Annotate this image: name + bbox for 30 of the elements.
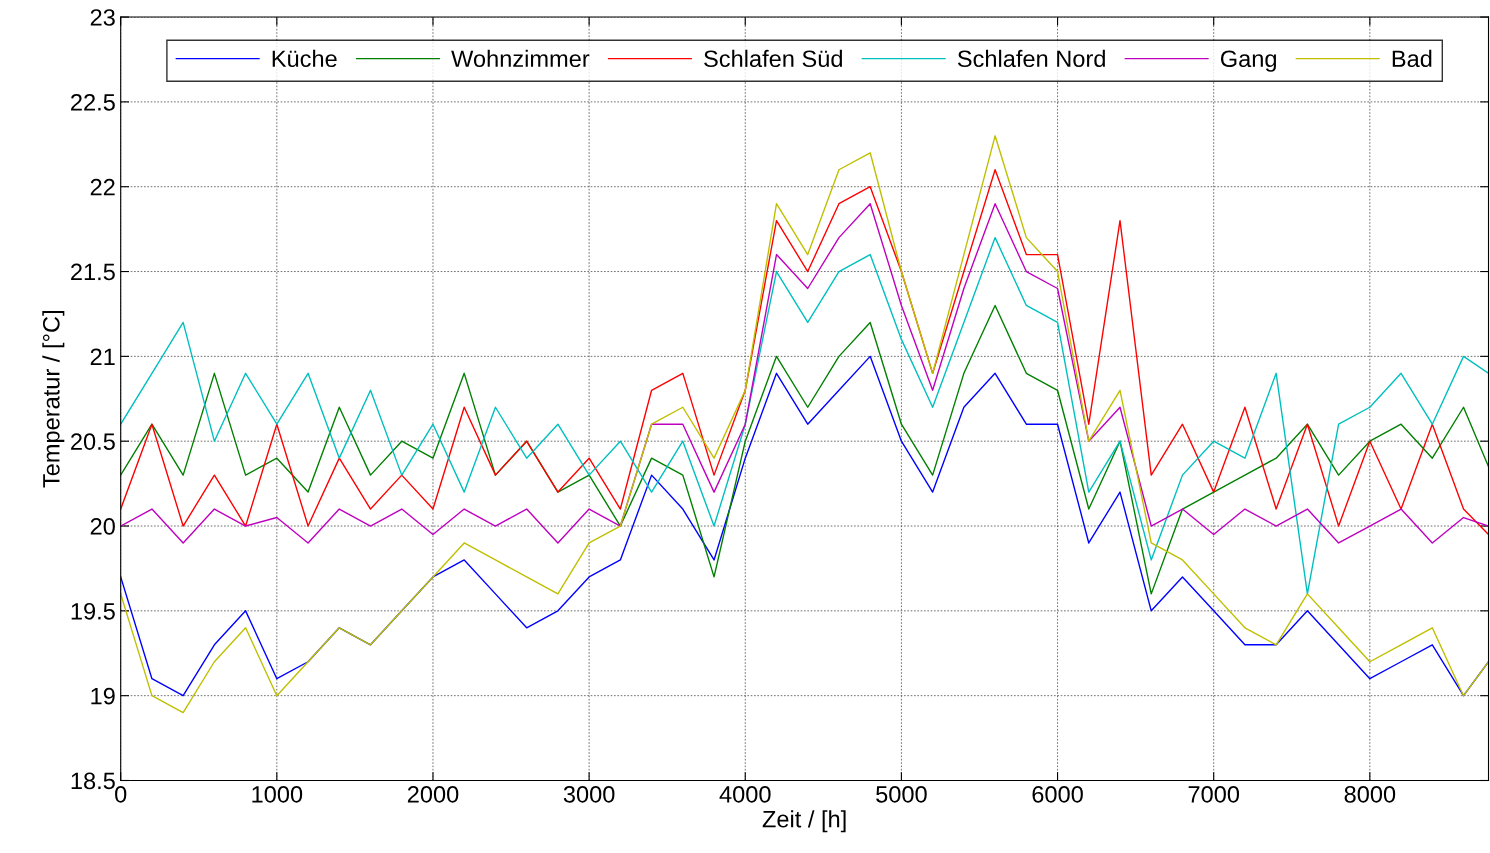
y-tick-label: 21 <box>90 348 115 365</box>
legend-label: Bad <box>1392 49 1432 68</box>
line-series <box>120 135 1489 714</box>
line-series <box>120 304 1489 595</box>
x-tick-label: 8000 <box>1344 785 1396 803</box>
y-tick-label: 19.5 <box>71 602 115 620</box>
x-tick-label: 1000 <box>252 785 303 803</box>
y-axis-title: Temperatur / [°C] <box>42 311 65 488</box>
line-series <box>120 236 1489 595</box>
x-tick-label: 3000 <box>563 785 615 803</box>
x-tick-label: 7000 <box>1188 785 1240 803</box>
legend-label: Gang <box>1220 50 1276 72</box>
x-axis-title: Zeit / [h] <box>762 810 846 833</box>
y-tick-label: 20.5 <box>71 433 115 450</box>
legend-label: Küche <box>272 49 337 68</box>
y-tick-label: 23 <box>90 9 115 26</box>
y-tick-label: 20 <box>90 518 115 535</box>
x-tick-label: 4000 <box>719 785 771 803</box>
y-tick-label: 21.5 <box>71 263 115 281</box>
y-tick-label: 22 <box>90 178 115 196</box>
legend-label: Schlafen Nord <box>957 49 1105 68</box>
y-tick-label: 22.5 <box>71 93 115 111</box>
y-tick-label: 19 <box>91 687 115 705</box>
x-tick-label: 0 <box>115 785 127 803</box>
legend-label: Schlafen Süd <box>704 49 842 68</box>
x-tick-label: 2000 <box>407 785 459 803</box>
x-tick-label: 6000 <box>1032 785 1083 803</box>
y-tick-label: 18.5 <box>71 772 115 790</box>
x-tick-label: 5000 <box>876 785 927 803</box>
legend-label: Wohnzimmer <box>451 49 590 68</box>
